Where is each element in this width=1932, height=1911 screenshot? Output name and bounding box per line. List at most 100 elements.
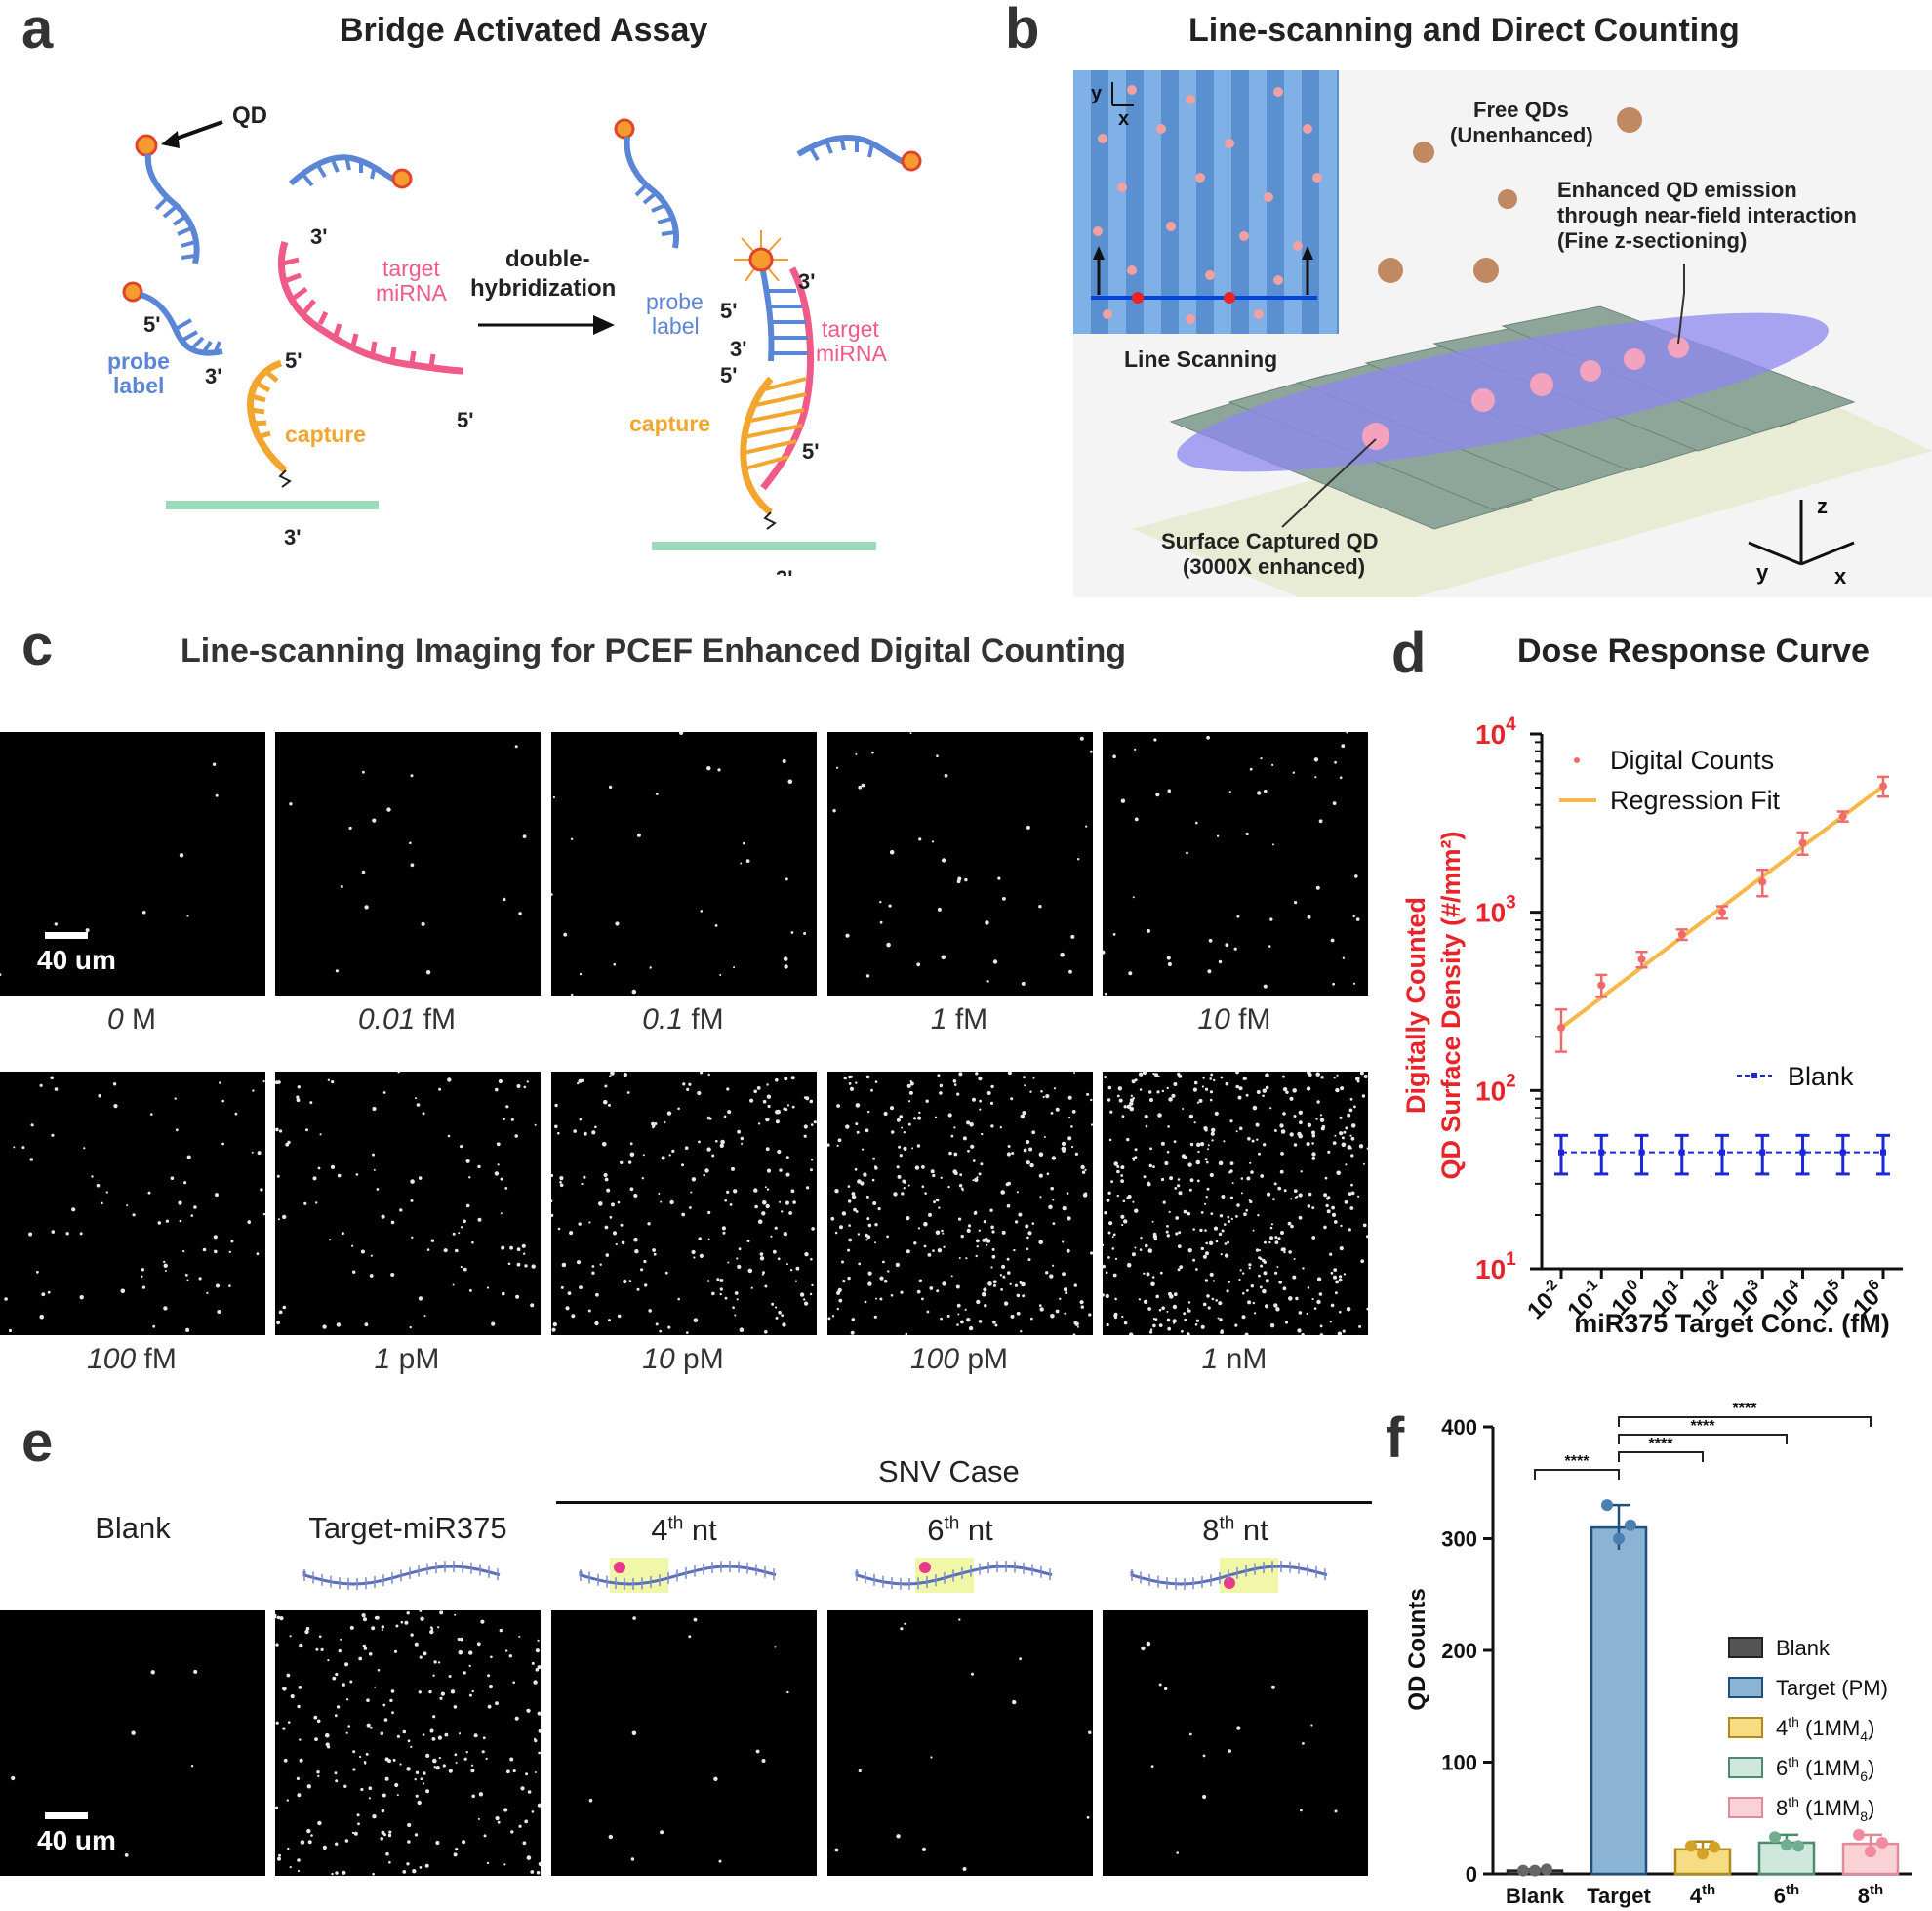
fluorescent-spot (1029, 1090, 1032, 1093)
fluorescent-spot (1250, 1170, 1254, 1174)
panel-c-letter: c (21, 614, 54, 677)
fluorescent-spot (778, 1310, 782, 1315)
fluorescent-spot (598, 1201, 603, 1206)
fluorescent-spot (297, 1869, 301, 1873)
fluorescent-spot (956, 1092, 960, 1096)
fluorescent-spot (179, 853, 184, 858)
fluorescent-spot (661, 1156, 665, 1160)
fluorescent-spot (147, 1191, 151, 1195)
micrograph-2 (551, 732, 817, 996)
fluorescent-spot (1215, 1299, 1218, 1302)
fluorescent-spot (871, 1178, 875, 1182)
fluorescent-spot (1022, 1294, 1026, 1298)
fluorescent-spot (131, 1730, 136, 1735)
fluorescent-spot (221, 1142, 225, 1146)
fluorescent-spot (1334, 1134, 1337, 1137)
fluorescent-spot (1194, 1323, 1198, 1326)
fluorescent-spot (1347, 1113, 1351, 1118)
fluorescent-spot (1244, 1332, 1249, 1335)
fluorescent-spot (559, 1183, 564, 1188)
fluorescent-spot (1195, 1159, 1201, 1165)
fluorescent-spot (1257, 1214, 1260, 1217)
fluorescent-spot (682, 1082, 686, 1086)
fluorescent-spot (1050, 1112, 1054, 1115)
fluorescent-spot (1084, 1192, 1088, 1196)
fluorescent-spot (477, 1817, 480, 1820)
fluorescent-spot (899, 1154, 903, 1158)
legend-fit-label: Regression Fit (1610, 786, 1781, 815)
fluorescent-spot (874, 1241, 876, 1244)
fluorescent-spot (1167, 1326, 1172, 1331)
fluorescent-spot (1131, 1252, 1136, 1257)
fluorescent-spot (1319, 1324, 1323, 1328)
fluorescent-spot (1086, 1092, 1090, 1096)
fluorescent-spot (917, 1227, 920, 1230)
fluorescent-spot (866, 1217, 870, 1221)
fluorescent-spot (397, 1072, 400, 1074)
fluorescent-spot (317, 1820, 322, 1826)
fluorescent-spot (335, 1779, 339, 1783)
fluorescent-spot (581, 1182, 584, 1186)
fluorescent-spot (874, 1223, 878, 1227)
fluorescent-spot (719, 1287, 723, 1291)
fluorescent-spot (1201, 1085, 1204, 1088)
fluorescent-spot (1049, 1274, 1054, 1279)
fluorescent-spot (312, 1176, 317, 1181)
fluorescent-spot (1220, 1076, 1224, 1079)
legend-swatch (1728, 1797, 1763, 1818)
fluorescent-spot (1142, 1072, 1147, 1076)
fluorescent-spot (767, 1104, 771, 1109)
fluorescent-spot (1349, 1097, 1353, 1101)
fluorescent-spot (737, 1129, 741, 1134)
fluorescent-spot (764, 1284, 768, 1288)
fluorescent-spot (1070, 1125, 1073, 1128)
fluorescent-spot (1336, 1170, 1341, 1176)
fluorescent-spot (355, 1173, 359, 1176)
fluorescent-spot (1064, 1312, 1067, 1315)
fluorescent-spot (409, 841, 412, 845)
fluorescent-spot (1068, 1116, 1071, 1118)
fluorescent-spot (1359, 1072, 1364, 1076)
snv-micrograph-1 (275, 1610, 541, 1876)
fluorescent-spot (1325, 1203, 1329, 1208)
fluorescent-spot (282, 1214, 287, 1220)
fluorescent-spot (54, 1087, 59, 1091)
fluorescent-spot (463, 1671, 466, 1675)
fluorescent-spot (1206, 1160, 1209, 1164)
fluorescent-spot (1111, 1236, 1114, 1239)
fluorescent-spot (351, 1244, 354, 1247)
fluorescent-spot (1178, 1074, 1183, 1078)
fluorescent-spot (953, 1083, 957, 1086)
digital-point (1637, 955, 1646, 963)
fluorescent-spot (1355, 1077, 1360, 1081)
fluorescent-spot (777, 1149, 782, 1155)
fluorescent-spot (297, 1704, 301, 1709)
fluorescent-spot (681, 1163, 684, 1167)
fluorescent-spot (351, 1831, 355, 1834)
fluorescent-spot (1007, 1145, 1011, 1148)
fluorescent-spot (896, 1165, 900, 1169)
fluorescent-spot (804, 1252, 809, 1257)
fluorescent-spot (1288, 1250, 1292, 1254)
concentration-value: 0.1 (642, 1003, 684, 1036)
fluorescent-spot (976, 1176, 979, 1179)
fluorescent-spot (1227, 1215, 1230, 1219)
fluorescent-spot (917, 1116, 922, 1120)
concentration-value: 100 (909, 1343, 960, 1375)
fluorescent-spot (372, 1106, 377, 1112)
fluorescent-spot (206, 1291, 209, 1294)
fluorescent-spot (1257, 791, 1262, 795)
fluorescent-spot (1116, 1094, 1120, 1098)
fluorescent-spot (1155, 793, 1160, 797)
fluorescent-spot (471, 1794, 475, 1799)
fluorescent-spot (932, 1173, 936, 1178)
fluorescent-spot (723, 1115, 727, 1118)
arrow-label-top: double- (505, 246, 590, 272)
fluorescent-spot (1141, 1646, 1146, 1651)
fluorescent-spot (1157, 1113, 1162, 1118)
fluorescent-spot (1209, 1077, 1212, 1080)
fluorescent-spot (1150, 1281, 1155, 1287)
fluorescent-spot (1202, 1254, 1207, 1259)
fluorescent-spot (1287, 1221, 1292, 1226)
fluorescent-spot (864, 1300, 867, 1304)
